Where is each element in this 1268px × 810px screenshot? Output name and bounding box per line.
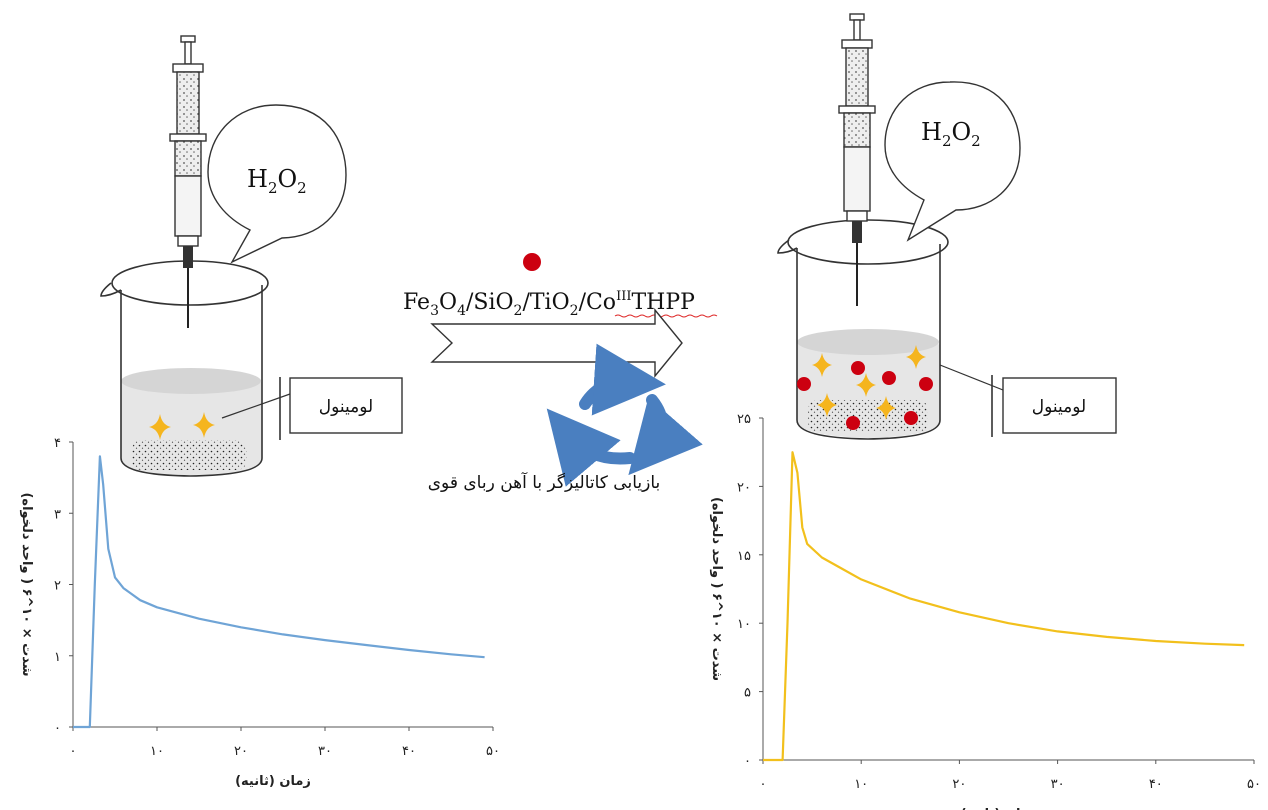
catalyst-arrow-group: Fe3O4/SiO2/TiO2/CoIIITHPP [403,253,718,378]
right-chart-x-tick-label: ۲۰ [952,777,966,792]
left-syringe [169,35,207,328]
svg-text:لومینول: لومینول [319,397,373,417]
right-star-4 [817,393,837,417]
right-beaker-glass [796,244,941,440]
right-catalyst-dot-6 [904,411,918,425]
left-chemiluminescence-chart: ۰ ۱۰ ۲۰ ۳۰ ۴۰ ۵۰ ۰ ۱ ۲ ۳ ۴ زمان (ثانیه) شدت × ۱۰^۶ (… [19,436,500,789]
right-chart-y-tick-label: ۱۵ [737,549,751,564]
left-speech-bubble: H2O2 [207,104,347,264]
left-chart-x-tick-label: ۴۰ [402,744,416,759]
right-chart-x-tick-label: ۱۰ [854,777,868,792]
right-chart-y-tick-label: ۲۰ [737,480,751,495]
catalyst-formula: Fe3O4/SiO2/TiO2/CoIIITHPP [403,289,695,319]
left-chart-y-tick-label: ۲ [54,579,61,594]
catalyst-dot [523,253,541,271]
right-catalyst-dot-4 [919,377,933,391]
left-chart-x-tick-label: ۰ [70,744,77,759]
left-chart-x-axis-label: زمان (ثانیه) [235,774,311,789]
right-chart-x-tick-label: ۴۰ [1149,777,1163,792]
left-beaker-spout [100,282,122,297]
svg-text:لومینول: لومینول [1032,397,1086,417]
right-beaker [777,219,1004,440]
left-chart-x-tick-label: ۲۰ [234,744,248,759]
right-chart-x-tick-label: ۵۰ [1247,777,1261,792]
right-star-2 [906,345,926,369]
right-label-pointer [939,364,1004,391]
right-chart-y-axis-label: شدت × ۱۰^۶ ( واحد دلخواه) [709,497,724,681]
right-liquid-surface [797,329,939,355]
left-liquid-surface [121,368,261,394]
left-star-2 [193,412,215,438]
left-chart-series-line-0 [73,455,485,729]
right-catalyst-dot-3 [882,371,896,385]
left-label-pointer [221,393,291,419]
right-chemiluminescence-chart: ۰ ۱۰ ۲۰ ۳۰ ۴۰ ۵۰ ۰ ۵ ۱۰ ۱۵ ۲۰ ۲۵ زمان (ثانیه) شدت × ۱… [709,412,1261,810]
left-chart-y-axis-label: شدت × ۱۰^۶ ( واحد دلخواه) [19,492,34,676]
right-star-3 [856,373,876,397]
left-beaker-glass [120,285,263,477]
right-speech-bubble: H2O2 [884,81,1021,242]
right-catalyst-dot-2 [851,361,865,375]
left-sediment [132,440,247,470]
right-sediment [808,400,928,432]
right-bubble-text: H2O2 [921,118,981,150]
right-chart-y-tick-label: ۱۰ [737,617,751,632]
right-beaker-spout [777,239,798,254]
right-chart-y-tick-label: ۵ [744,686,751,701]
right-syringe [838,13,876,306]
left-star-1 [149,414,171,440]
reaction-arrow [430,308,683,378]
right-beaker-rim [787,219,949,265]
left-chart-y-tick-label: ۰ [54,721,61,736]
right-star-5 [876,396,896,420]
right-catalyst-dot-5 [846,416,860,430]
right-chart-series-line-0 [763,451,1245,762]
recycle-icon [546,343,703,487]
right-chart-x-axis-label: زمان (ثانیه) [961,807,1037,810]
left-bubble-text: H2O2 [247,165,307,197]
right-chart-y-tick-label: ۰ [744,754,751,769]
left-chart-x-tick-label: ۳۰ [318,744,332,759]
recycle-caption: بازیابی کاتالیزگر با آهن ربای قوی [428,471,660,493]
right-luminol-label: لومینول [1002,377,1117,434]
left-chart-y-tick-label: ۳ [54,507,61,522]
left-chart-x-tick-label: ۵۰ [486,744,500,759]
left-chart-y-tick-label: ۱ [54,650,61,665]
left-beaker [100,260,291,477]
left-luminol-label: لومینول [289,377,403,434]
right-catalyst-dot-1 [797,377,811,391]
right-chart-y-tick-label: ۲۵ [737,412,751,427]
right-chart-x-tick-label: ۰ [760,777,767,792]
left-chart-x-tick-label: ۱۰ [150,744,164,759]
spell-underline [614,314,718,318]
right-star-1 [812,353,832,377]
right-chart-x-tick-label: ۳۰ [1051,777,1065,792]
left-chart-y-tick-label: ۴ [54,436,61,451]
